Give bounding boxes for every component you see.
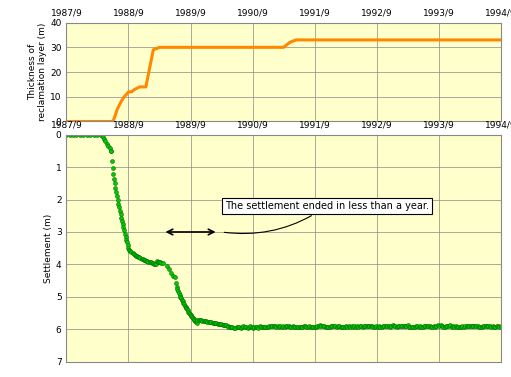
Y-axis label: Thickness of
reclamation layer (m): Thickness of reclamation layer (m) [28,23,48,121]
Y-axis label: Settlement (m): Settlement (m) [44,214,53,283]
Text: The settlement ended in less than a year.: The settlement ended in less than a year… [224,201,429,233]
